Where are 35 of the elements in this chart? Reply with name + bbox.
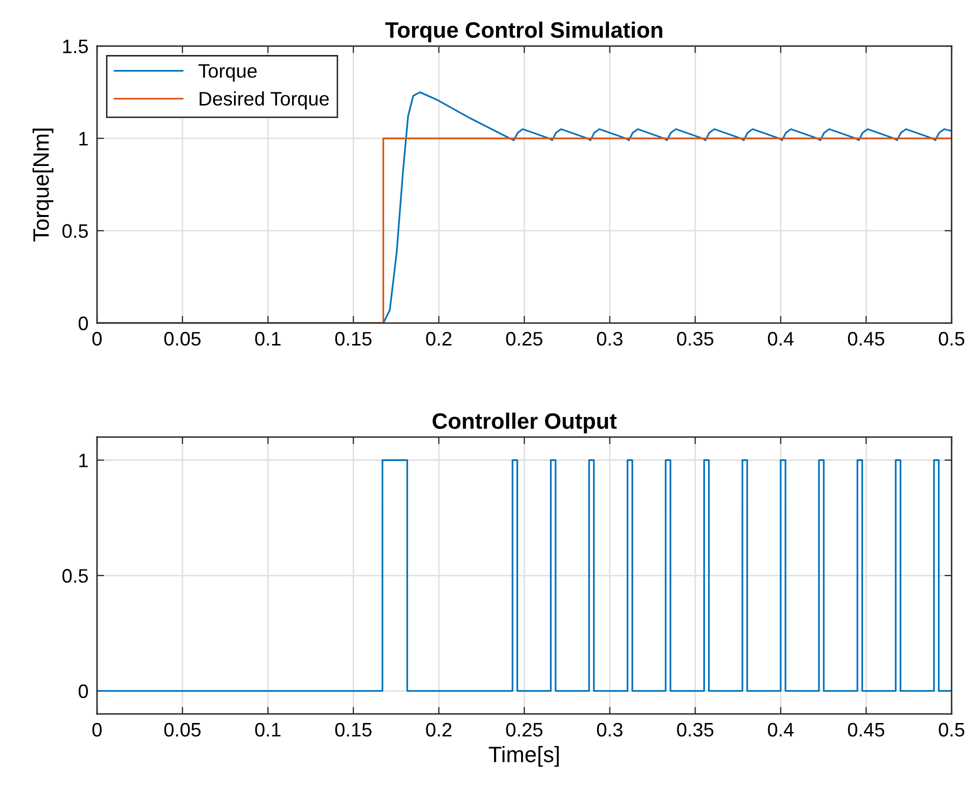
y-tick-label: 0.5 [62, 224, 88, 238]
x-tick-label: 0.3 [597, 722, 622, 737]
y-tick-label: 1 [79, 454, 88, 468]
x-tick-label: 0.15 [335, 722, 372, 737]
x-tick-label: 0.5 [938, 722, 964, 737]
x-tick-label: 0.15 [335, 332, 372, 346]
x-tick-label: 0.4 [768, 332, 794, 346]
y-axis-title: Torque[Nm] [32, 128, 54, 242]
x-tick-label: 0.05 [164, 332, 201, 346]
x-tick-label: 0.45 [848, 332, 884, 346]
chart-title: Controller Output [432, 412, 617, 434]
x-tick-label: 0 [92, 722, 102, 737]
x-tick-label: 0.35 [677, 722, 714, 737]
x-axis-title: Time[s] [488, 746, 559, 767]
x-tick-label: 0.5 [938, 332, 964, 346]
x-tick-label: 0.45 [848, 722, 884, 737]
x-tick-label: 0.4 [768, 722, 794, 737]
y-tick-label: 1.5 [63, 40, 88, 54]
y-tick-label: 0.5 [62, 568, 88, 583]
y-tick-label: 0 [78, 316, 88, 330]
x-tick-label: 0 [92, 332, 102, 346]
x-tick-label: 0.35 [677, 332, 714, 346]
x-tick-label: 0.25 [506, 332, 542, 346]
x-tick-label: 0.2 [426, 332, 452, 346]
x-tick-label: 0.2 [426, 722, 452, 737]
x-tick-label: 0.05 [164, 722, 201, 737]
y-tick-label: 1 [79, 132, 88, 146]
legend-label: Torque [198, 64, 257, 82]
x-tick-label: 0.3 [597, 332, 622, 346]
legend-label: Desired Torque [200, 91, 329, 110]
x-tick-label: 0.1 [255, 332, 280, 346]
y-tick-label: 0 [78, 684, 88, 698]
chart-title: Torque Control Simulation [385, 22, 662, 42]
x-tick-label: 0.25 [506, 722, 542, 737]
x-tick-label: 0.1 [255, 722, 280, 737]
